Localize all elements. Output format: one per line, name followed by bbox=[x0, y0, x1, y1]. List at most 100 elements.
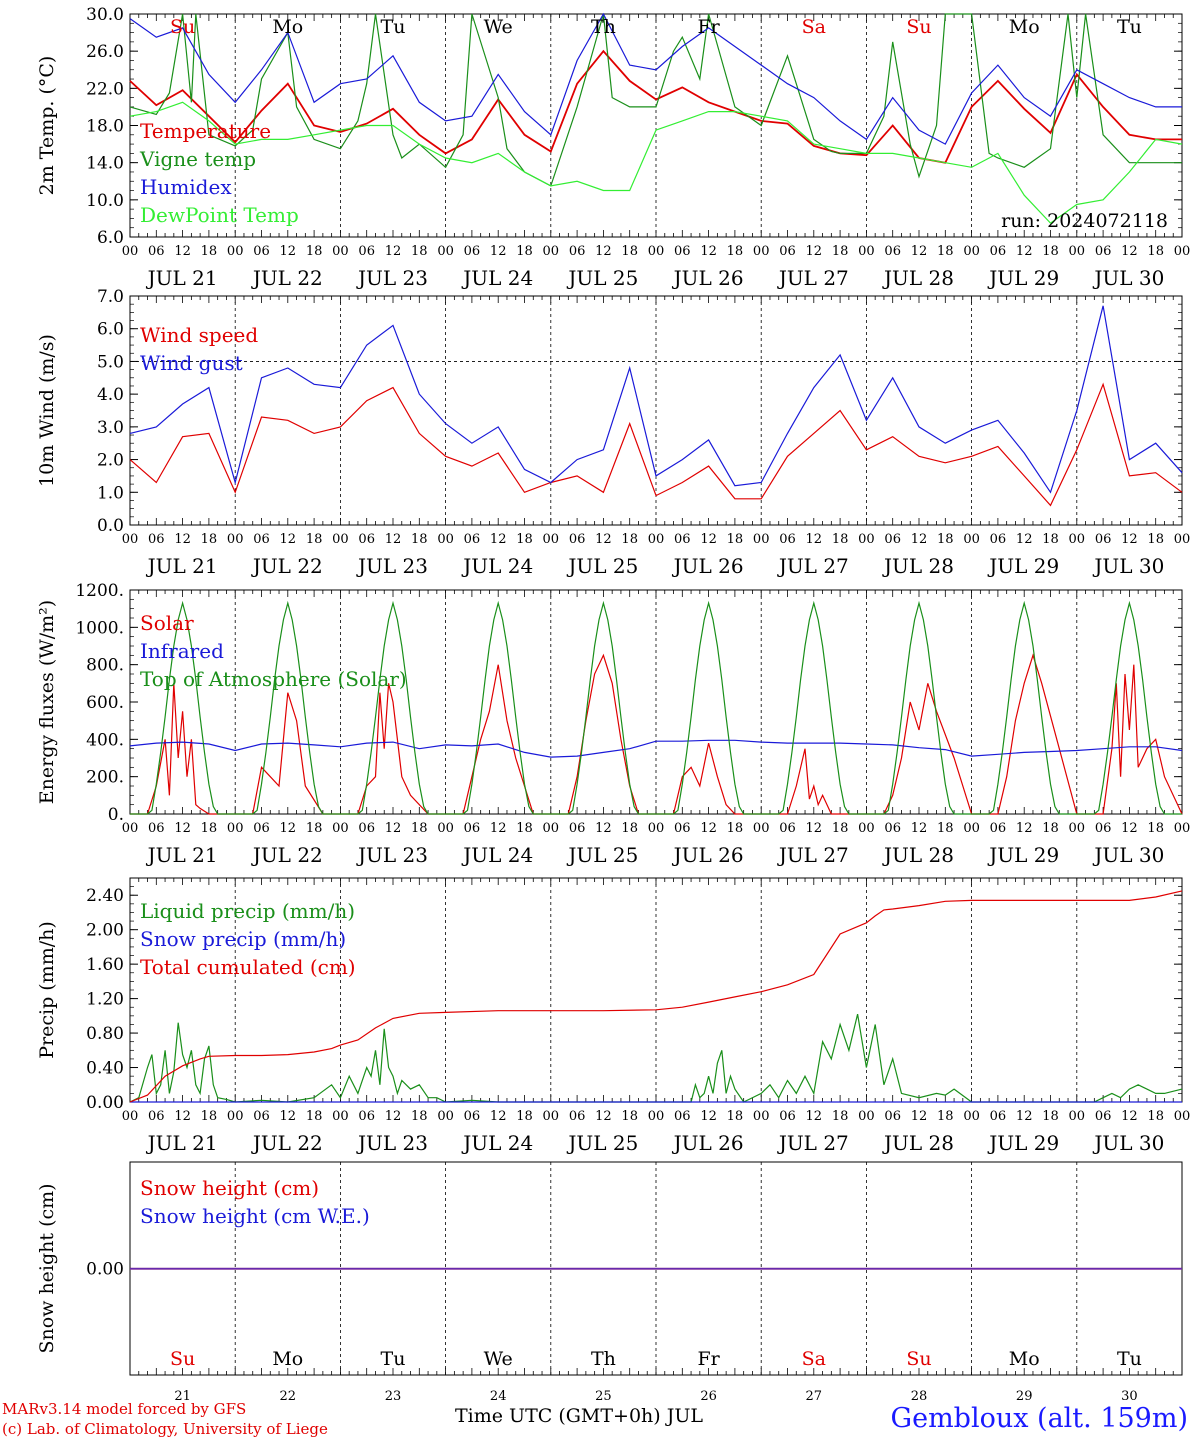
weekday-label: Tu bbox=[381, 1348, 406, 1370]
hour-tick-label: 06 bbox=[148, 1109, 165, 1124]
hour-tick-label: 06 bbox=[779, 532, 796, 547]
series-line bbox=[129, 305, 1183, 494]
weekday-label: Th bbox=[591, 16, 616, 38]
hour-tick-label: 18 bbox=[201, 532, 218, 547]
date-label: JUL 23 bbox=[356, 266, 428, 290]
hour-tick-label: 12 bbox=[1016, 1109, 1033, 1124]
series-line bbox=[129, 101, 1183, 224]
hour-tick-label: 18 bbox=[516, 821, 533, 836]
series-line bbox=[129, 739, 1183, 758]
y-tick-label: 6.0 bbox=[97, 320, 124, 340]
date-label: JUL 27 bbox=[777, 843, 849, 867]
y-tick-label: 7.0 bbox=[97, 287, 124, 307]
day-number-label: 28 bbox=[911, 1389, 928, 1404]
hour-tick-label: 12 bbox=[174, 821, 191, 836]
day-number-label: 27 bbox=[806, 1389, 823, 1404]
hour-tick-label: 00 bbox=[858, 532, 875, 547]
hour-tick-label: 00 bbox=[122, 244, 139, 259]
y-tick-label: 3.0 bbox=[97, 418, 124, 438]
hour-tick-label: 18 bbox=[516, 244, 533, 259]
hour-tick-label: 06 bbox=[569, 532, 586, 547]
hour-tick-label: 12 bbox=[1121, 244, 1138, 259]
hour-tick-label: 06 bbox=[990, 821, 1007, 836]
y-tick-label: 14.0 bbox=[86, 154, 124, 174]
date-label: JUL 25 bbox=[566, 266, 638, 290]
hour-tick-label: 12 bbox=[1016, 821, 1033, 836]
y-tick-label: 18.0 bbox=[86, 117, 124, 137]
legend-entry: Wind gust bbox=[140, 351, 243, 375]
date-label: JUL 25 bbox=[566, 554, 638, 578]
weekday-label: Sa bbox=[802, 1348, 826, 1370]
legend-entry: Liquid precip (mm/h) bbox=[140, 899, 355, 923]
date-label: JUL 21 bbox=[146, 266, 218, 290]
hour-tick-label: 12 bbox=[806, 821, 823, 836]
hour-tick-label: 00 bbox=[543, 821, 560, 836]
hour-tick-label: 18 bbox=[1042, 532, 1059, 547]
hour-tick-label: 12 bbox=[280, 244, 297, 259]
day-number-label: 23 bbox=[385, 1389, 402, 1404]
hour-tick-label: 06 bbox=[253, 1109, 270, 1124]
hour-tick-label: 06 bbox=[148, 821, 165, 836]
hour-tick-label: 00 bbox=[963, 532, 980, 547]
day-number-label: 25 bbox=[595, 1389, 612, 1404]
hour-tick-label: 18 bbox=[727, 821, 744, 836]
weekday-label: Tu bbox=[1117, 1348, 1142, 1370]
hour-tick-label: 00 bbox=[227, 244, 244, 259]
hour-tick-label: 06 bbox=[464, 532, 481, 547]
weekday-label: Th bbox=[591, 1348, 616, 1370]
date-label: JUL 28 bbox=[882, 843, 954, 867]
hour-tick-label: 06 bbox=[1095, 1109, 1112, 1124]
date-label: JUL 28 bbox=[882, 1131, 954, 1155]
date-label: JUL 24 bbox=[461, 266, 533, 290]
weekday-label: Su bbox=[906, 1348, 931, 1370]
hour-tick-label: 12 bbox=[1121, 821, 1138, 836]
hour-tick-label: 18 bbox=[201, 1109, 218, 1124]
legend-entry: Humidex bbox=[140, 175, 232, 199]
date-label: JUL 29 bbox=[987, 266, 1059, 290]
hour-tick-label: 18 bbox=[1147, 1109, 1164, 1124]
hour-tick-label: 12 bbox=[595, 1109, 612, 1124]
hour-tick-label: 00 bbox=[437, 1109, 454, 1124]
series-line bbox=[129, 382, 1183, 507]
hour-tick-label: 00 bbox=[858, 821, 875, 836]
weekday-label: Sa bbox=[802, 16, 826, 38]
weekday-label: We bbox=[484, 1348, 513, 1370]
hour-tick-label: 12 bbox=[911, 1109, 928, 1124]
date-label: JUL 29 bbox=[987, 1131, 1059, 1155]
hour-tick-label: 12 bbox=[700, 821, 717, 836]
hour-tick-label: 06 bbox=[358, 244, 375, 259]
date-label: JUL 27 bbox=[777, 554, 849, 578]
legend-entry: Wind speed bbox=[140, 323, 258, 347]
weekday-label: Tu bbox=[1117, 16, 1142, 38]
hour-tick-label: 12 bbox=[174, 244, 191, 259]
hour-tick-label: 06 bbox=[779, 821, 796, 836]
date-label: JUL 30 bbox=[1092, 1131, 1164, 1155]
hour-tick-label: 18 bbox=[621, 532, 638, 547]
hour-tick-label: 18 bbox=[832, 532, 849, 547]
y-axis-title: Energy fluxes (W/m²) bbox=[36, 600, 58, 804]
date-label: JUL 22 bbox=[251, 554, 323, 578]
hour-tick-label: 12 bbox=[806, 532, 823, 547]
hour-tick-label: 00 bbox=[122, 532, 139, 547]
y-axis-title: Snow height (cm) bbox=[36, 1183, 58, 1353]
hour-tick-label: 06 bbox=[358, 821, 375, 836]
date-label: JUL 29 bbox=[987, 843, 1059, 867]
hour-tick-label: 18 bbox=[937, 532, 954, 547]
legend-entry: Temperature bbox=[140, 119, 271, 143]
legend-entry: Snow precip (mm/h) bbox=[140, 927, 346, 951]
hour-tick-label: 00 bbox=[543, 244, 560, 259]
day-number-label: 24 bbox=[490, 1389, 507, 1404]
hour-tick-label: 00 bbox=[1174, 1109, 1191, 1124]
hour-tick-label: 18 bbox=[306, 1109, 323, 1124]
date-label: JUL 21 bbox=[146, 843, 218, 867]
hour-tick-label: 18 bbox=[306, 821, 323, 836]
hour-tick-label: 18 bbox=[411, 244, 428, 259]
hour-tick-label: 06 bbox=[674, 821, 691, 836]
series-line bbox=[129, 49, 1182, 164]
y-axis-title: 10m Wind (m/s) bbox=[36, 334, 58, 487]
hour-tick-label: 00 bbox=[753, 244, 770, 259]
hour-tick-label: 18 bbox=[516, 1109, 533, 1124]
hour-tick-label: 00 bbox=[648, 532, 665, 547]
hour-tick-label: 18 bbox=[1042, 244, 1059, 259]
hour-tick-label: 00 bbox=[437, 244, 454, 259]
